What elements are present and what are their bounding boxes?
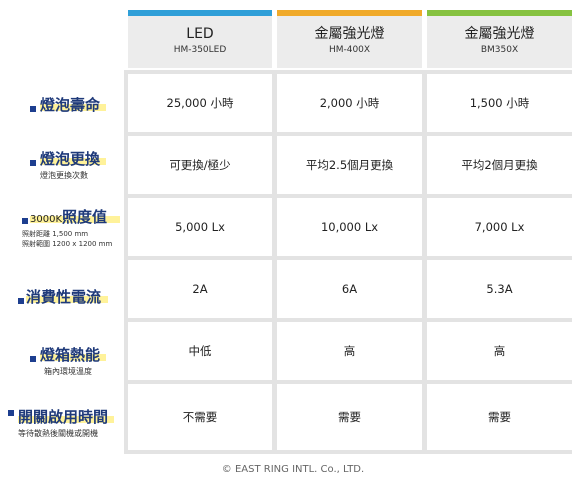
column-model: HM-400X	[328, 45, 371, 55]
label-highlight	[40, 158, 106, 165]
table-cell: 6A	[277, 260, 422, 318]
table-cell: 需要	[277, 384, 422, 450]
column-title: LED	[186, 26, 214, 42]
label-highlight	[18, 416, 114, 423]
table-cell: 10,000 Lx	[277, 198, 422, 256]
row-label-distance: 照射距離 1,500 mm	[22, 230, 89, 238]
row-label-title: 3000K照度值	[30, 206, 107, 227]
color-temp-prefix: 3000K	[30, 214, 63, 225]
column-model: BM350X	[480, 45, 519, 55]
table-cell: 5.3A	[427, 260, 572, 318]
row-label-subtitle: 等待散熱後關機或開機	[18, 429, 98, 438]
column-model: HM-350LED	[173, 45, 227, 55]
row-label-illuminance: 3000K照度值 照射距離 1,500 mm 照射範圍 1200 x 1200 …	[0, 194, 122, 256]
column-header-hm400x: 金屬強光燈 HM-400X	[277, 16, 422, 68]
table-cell: 高	[427, 322, 572, 380]
row-label-title: 開關啟用時間	[18, 408, 109, 426]
label-highlight	[30, 216, 120, 223]
table-cell: 7,000 Lx	[427, 198, 572, 256]
table-cell: 1,500 小時	[427, 74, 572, 132]
column-header-led: LED HM-350LED	[128, 16, 272, 68]
bullet-square	[30, 356, 36, 362]
bullet-square	[22, 218, 28, 224]
row-label-heat: 燈箱熱能 箱內環境溫度	[0, 318, 122, 380]
table-cell: 高	[277, 322, 422, 380]
table-cell: 2A	[128, 260, 272, 318]
label-highlight	[40, 354, 106, 361]
column-title: 金屬強光燈	[464, 26, 535, 42]
table-cell: 平均2.5個月更換	[277, 136, 422, 194]
led-color-bar	[128, 10, 272, 16]
row-label-title: 燈箱熱能	[40, 346, 101, 364]
bullet-square	[8, 410, 14, 416]
table-cell: 平均2個月更換	[427, 136, 572, 194]
table-cell: 25,000 小時	[128, 74, 272, 132]
column-title: 金屬強光燈	[314, 26, 385, 42]
bullet-square	[18, 298, 24, 304]
table-cell: 中低	[128, 322, 272, 380]
hm400x-color-bar	[277, 10, 422, 16]
row-label-title: 燈泡壽命	[40, 96, 101, 114]
table-cell: 不需要	[128, 384, 272, 450]
row-label-title: 消費性電流	[26, 288, 102, 306]
row-label-range: 照射範圍 1200 x 1200 mm	[22, 240, 113, 248]
bm350x-color-bar	[427, 10, 572, 16]
row-label-switch-time: 開關啟用時間 等待散熱後關機或開機	[0, 380, 122, 450]
bullet-square	[30, 106, 36, 112]
comparison-table: 25,000 小時 2,000 小時 1,500 小時 可更換/極少 平均2.5…	[124, 70, 572, 454]
column-header-bm350x: 金屬強光燈 BM350X	[427, 16, 572, 68]
row-label-current: 消費性電流	[0, 256, 122, 318]
table-cell: 可更換/極少	[128, 136, 272, 194]
table-cell: 5,000 Lx	[128, 198, 272, 256]
copyright-footer: © EAST RING INTL. Co., LTD.	[221, 464, 365, 475]
label-highlight	[26, 296, 108, 303]
label-highlight	[40, 104, 106, 111]
row-label-subtitle: 箱內環境溫度	[44, 367, 92, 376]
row-label-text: 照度值	[62, 208, 108, 226]
bullet-square	[30, 160, 36, 166]
row-label-lamp-life: 燈泡壽命	[0, 70, 122, 132]
row-label-subtitle: 燈泡更換次數	[40, 171, 88, 180]
row-label-title: 燈泡更換	[40, 150, 101, 168]
table-cell: 需要	[427, 384, 572, 450]
row-label-lamp-replacement: 燈泡更換 燈泡更換次數	[0, 132, 122, 194]
table-cell: 2,000 小時	[277, 74, 422, 132]
